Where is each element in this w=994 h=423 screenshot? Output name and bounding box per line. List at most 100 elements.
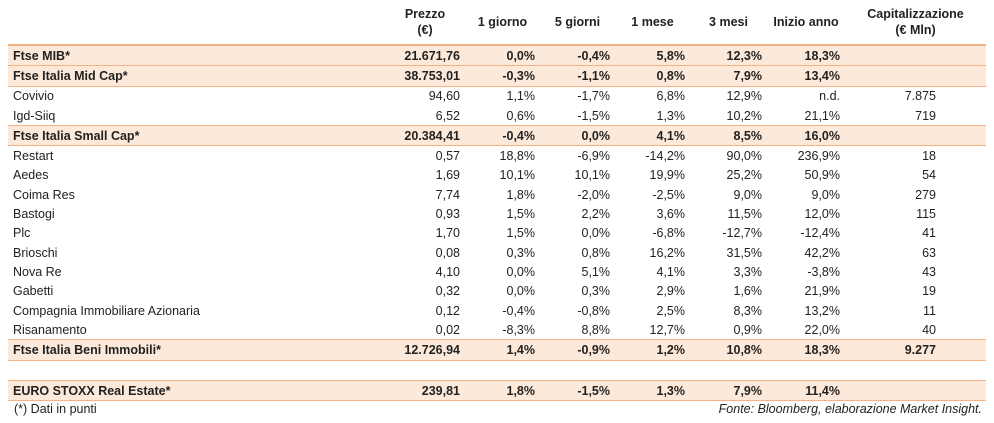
benchmark-table: EURO STOXX Real Estate* 239,81 1,8% -1,5% 1,…	[8, 379, 986, 402]
header-cell	[8, 0, 385, 46]
cell: 12.726,94	[385, 339, 465, 361]
cell: 2,2%	[581, 207, 611, 222]
table-row: Ftse MIB* 21.671,76 0,0% -0,4% 5,8% 12,3% 18,3…	[8, 44, 986, 67]
row-label: Brioschi	[13, 245, 58, 260]
cell	[845, 379, 986, 402]
cell: -1,5%	[540, 379, 615, 402]
cell: 719	[915, 108, 936, 123]
cell: 7.875	[904, 89, 936, 104]
cell: 0,93	[435, 207, 460, 222]
row-label: Compagnia Immobiliare Azionaria	[13, 303, 200, 318]
cell: 18,3%	[767, 44, 845, 67]
cell: 1,4%	[465, 339, 540, 361]
cell: -2,5%	[652, 187, 685, 202]
header-text: (€ Mln)	[895, 23, 936, 37]
cell: 12,9%	[726, 89, 762, 104]
cell: 1,5%	[506, 226, 536, 241]
cell: -12,4%	[800, 226, 840, 241]
table-row: EURO STOXX Real Estate* 239,81 1,8% -1,5% 1,…	[8, 379, 986, 402]
cell: 1,70	[435, 226, 460, 241]
cell: 1,69	[435, 168, 460, 183]
row-label: Ftse Italia Small Cap*	[8, 125, 385, 147]
cell: 21,9%	[804, 284, 840, 299]
table-row: Risanamento 0,02 -8,3% 8,8% 12,7% 0,9% 22,0% 40	[8, 320, 986, 340]
cell: 63	[922, 245, 936, 260]
cell: 1,3%	[615, 379, 690, 402]
cell: 18,3%	[767, 339, 845, 361]
header-cell: 1 giorno	[465, 0, 540, 46]
header-row: Prezzo (€) 1 giorno 5 giorni 1 mese 3 mesi Ini…	[8, 0, 986, 46]
header-text: (€)	[417, 23, 433, 37]
cell: 0,02	[435, 322, 460, 337]
cell: 21.671,76	[385, 44, 465, 67]
cell: 4,1%	[615, 125, 690, 147]
cell: 0,3%	[581, 284, 611, 299]
header-cell: Inizio anno	[767, 0, 845, 46]
cell: 1,5%	[506, 207, 536, 222]
cell: 2,9%	[656, 284, 686, 299]
cell: 236,9%	[797, 149, 840, 164]
header-cell: 5 giorni	[540, 0, 615, 46]
cell: 94,60	[428, 89, 460, 104]
cell: 4,1%	[656, 264, 686, 279]
header-text: Capitalizzazione	[867, 7, 964, 21]
cell: 19,9%	[649, 168, 685, 183]
table-row: Gabetti 0,32 0,0% 0,3% 2,9% 1,6% 21,9% 19	[8, 282, 986, 301]
row-label: Coima Res	[13, 187, 75, 202]
cell: 10,2%	[726, 108, 762, 123]
cell: 12,0%	[804, 207, 840, 222]
cell: 6,52	[435, 108, 460, 123]
row-label: Ftse Italia Mid Cap*	[8, 65, 385, 87]
cell: 11	[923, 303, 936, 318]
cell: 0,0%	[465, 44, 540, 67]
cell: 8,3%	[733, 303, 763, 318]
cell: 90,0%	[726, 149, 762, 164]
cell: 25,2%	[726, 168, 762, 183]
cell: 10,8%	[690, 339, 767, 361]
table-row: Restart 0,57 18,8% -6,9% -14,2% 90,0% 236,9% 18	[8, 146, 986, 166]
cell: 9,0%	[811, 187, 841, 202]
cell: 0,6%	[506, 108, 536, 123]
header-text: 1 giorno	[477, 15, 528, 29]
header-text: 1 mese	[631, 15, 674, 29]
cell: -14,2%	[645, 149, 685, 164]
source: Fonte: Bloomberg, elaborazione Market In…	[718, 402, 982, 416]
cell: -0,9%	[540, 339, 615, 361]
main-table: Prezzo (€) 1 giorno 5 giorni 1 mese 3 mesi Ini…	[8, 0, 986, 361]
cell: 9.277	[845, 339, 986, 361]
cell: -0,3%	[465, 65, 540, 87]
cell: 0,12	[435, 303, 460, 318]
cell: 0,0%	[540, 125, 615, 147]
header-text: 3 mesi	[709, 15, 748, 29]
table-row: Ftse Italia Beni Immobili* 12.726,94 1,4% -…	[8, 339, 986, 361]
cell: 42,2%	[804, 245, 840, 260]
cell: -1,5%	[577, 108, 610, 123]
cell: 13,2%	[804, 303, 840, 318]
row-label: Bastogi	[13, 207, 55, 222]
cell: 1,8%	[506, 187, 536, 202]
cell: -0,4%	[502, 303, 535, 318]
cell: 7,9%	[690, 379, 767, 402]
row-label: Covivio	[13, 89, 54, 104]
row-label: Igd-Siiq	[13, 108, 56, 123]
cell: 12,7%	[649, 322, 685, 337]
table-row: Igd-Siiq 6,52 0,6% -1,5% 1,3% 10,2% 21,1% 719	[8, 106, 986, 126]
cell: 12,3%	[690, 44, 767, 67]
cell: 5,8%	[615, 44, 690, 67]
row-label: Nova Re	[13, 264, 62, 279]
cell: -1,7%	[577, 89, 610, 104]
cell: 3,6%	[656, 207, 686, 222]
row-label: Ftse Italia Beni Immobili*	[8, 339, 385, 361]
row-label: EURO STOXX Real Estate*	[8, 379, 385, 402]
table-row: Bastogi 0,93 1,5% 2,2% 3,6% 11,5% 12,0% 115	[8, 204, 986, 223]
header-text: Prezzo	[404, 7, 446, 21]
cell: 1,6%	[733, 284, 763, 299]
cell: -3,8%	[807, 264, 840, 279]
cell: 6,8%	[656, 89, 686, 104]
cell: 22,0%	[804, 322, 840, 337]
cell: 19	[922, 284, 936, 299]
header-text: Inizio anno	[773, 15, 839, 29]
cell: 0,9%	[733, 322, 763, 337]
cell: 7,74	[435, 187, 460, 202]
